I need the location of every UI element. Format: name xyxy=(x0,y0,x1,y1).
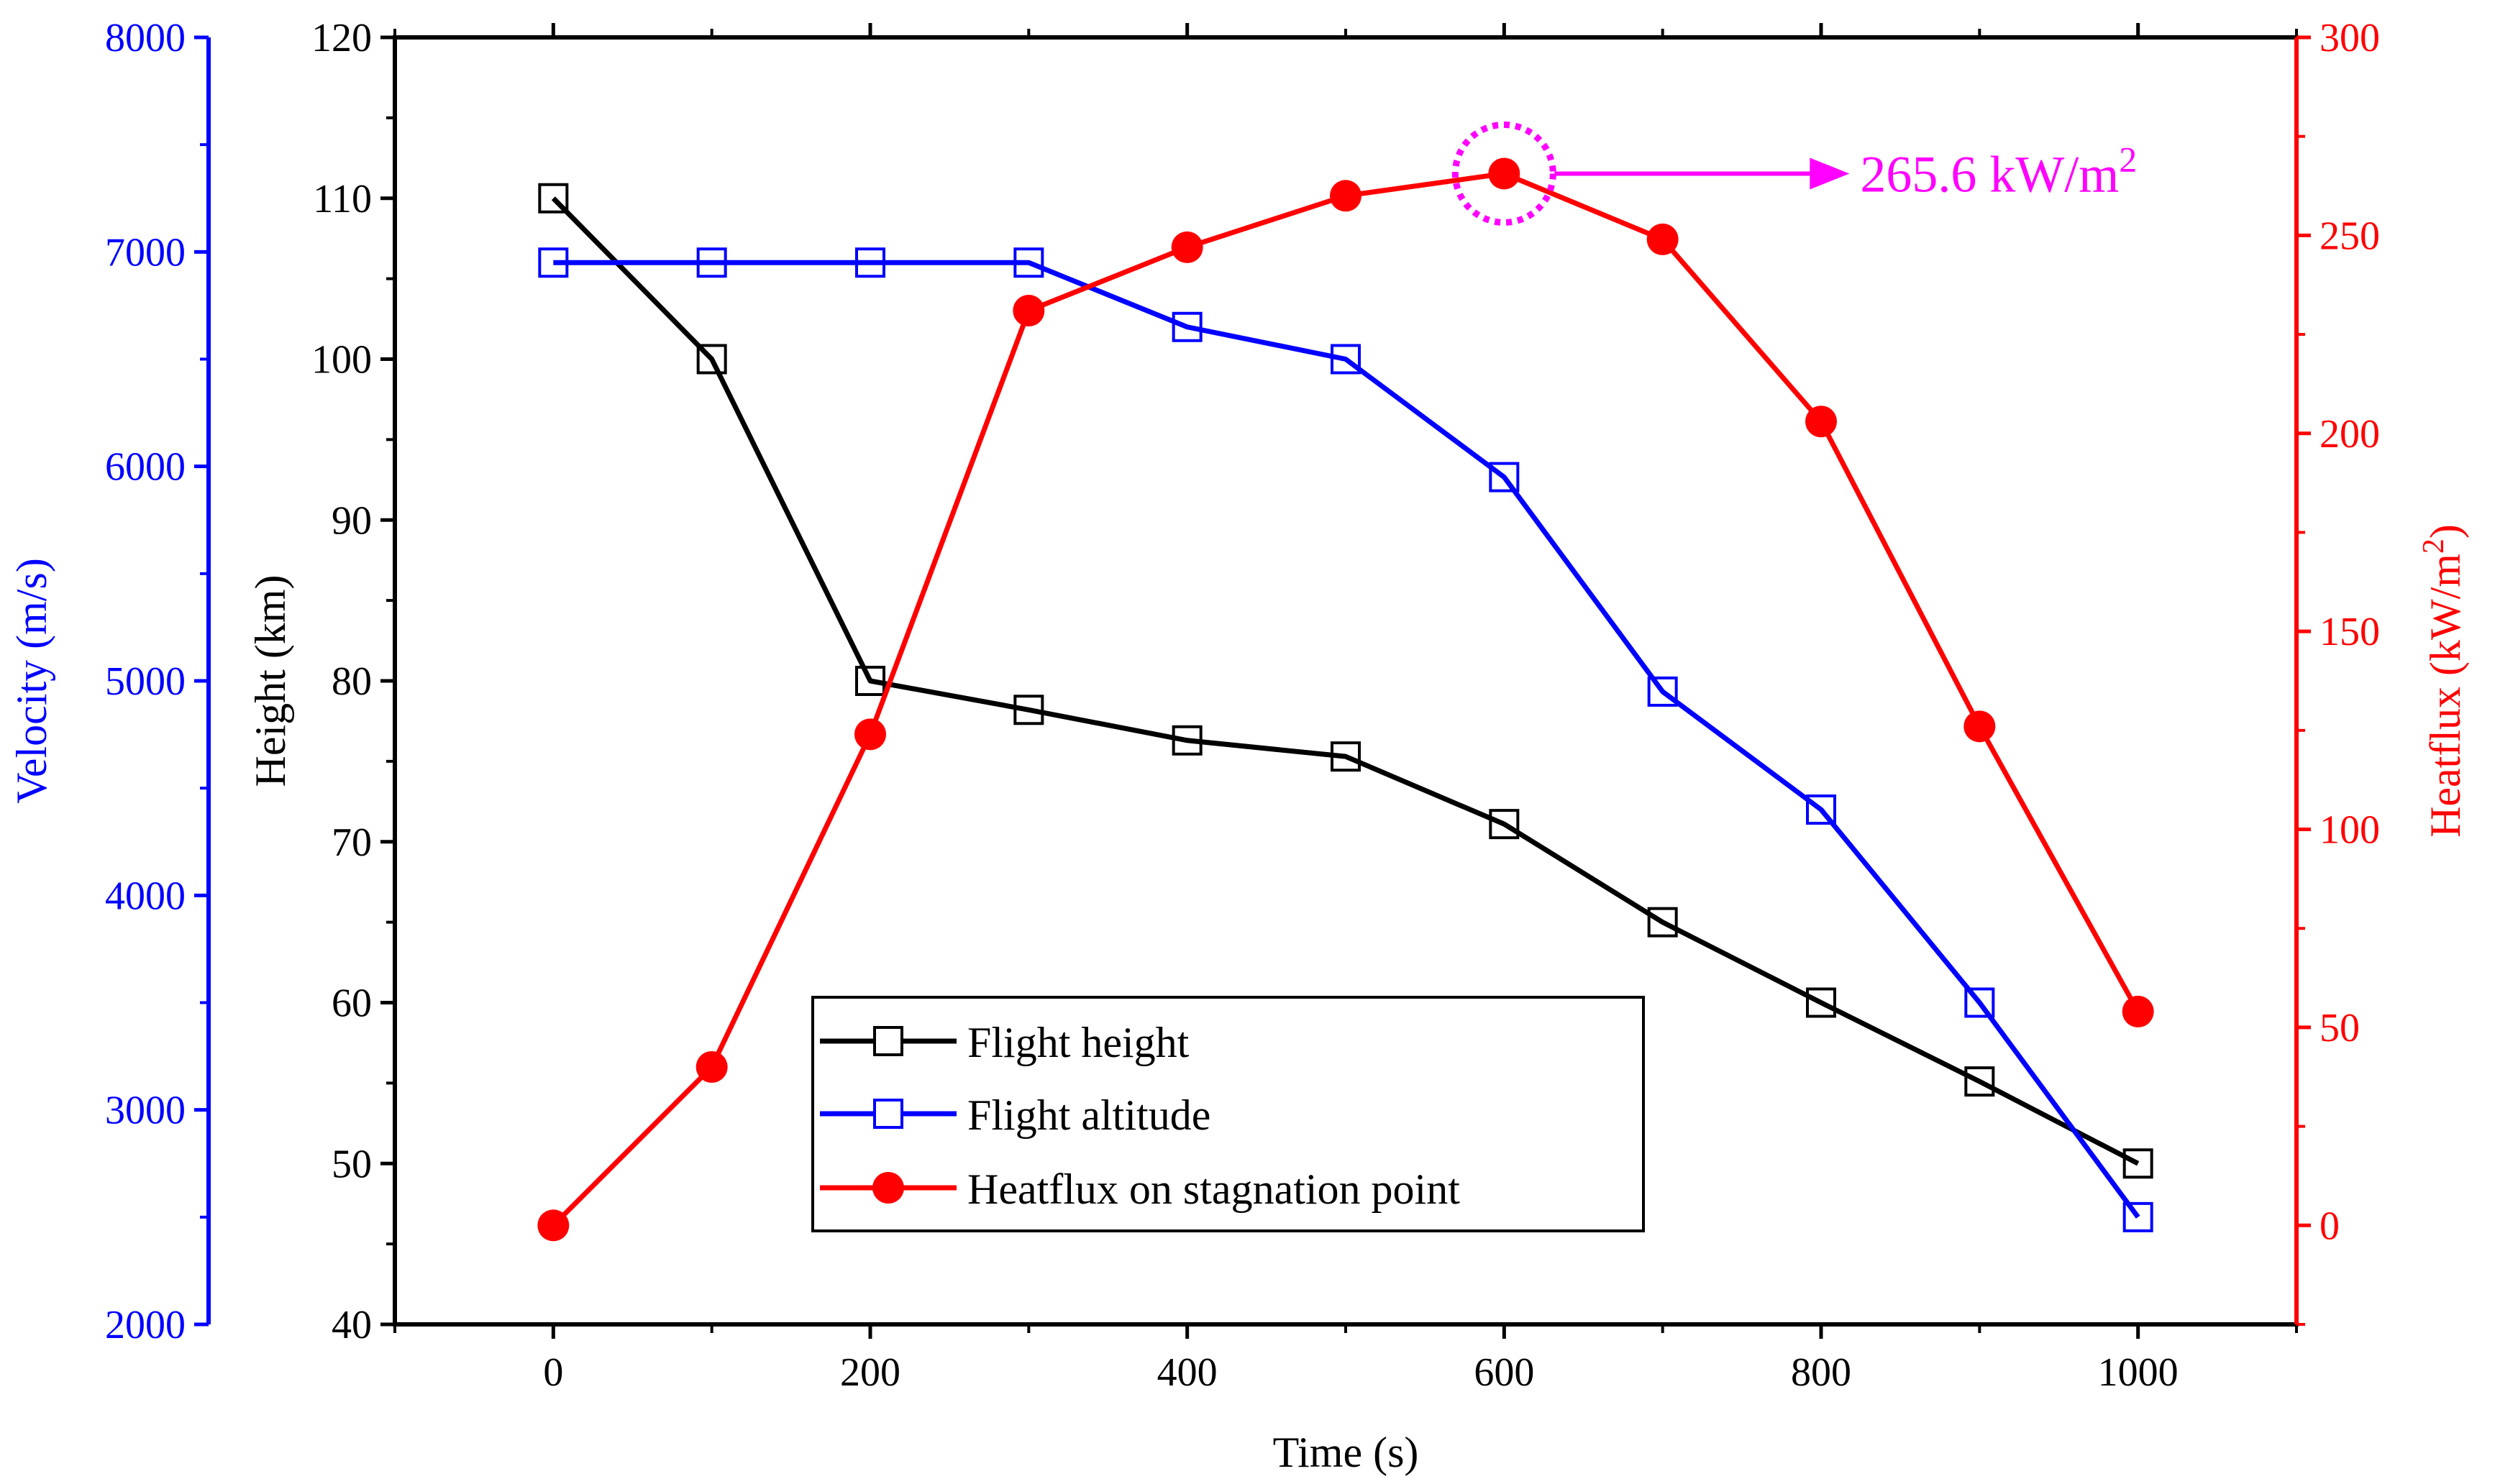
legend-marker-flight-altitude xyxy=(873,1099,903,1129)
heatflux-tick-label: 150 xyxy=(2320,610,2380,654)
series-layer xyxy=(537,157,2154,1242)
height-tick-label: 90 xyxy=(332,498,372,543)
data-point xyxy=(1489,462,1520,493)
legend-marker-flight-height xyxy=(873,1026,903,1056)
series-heatflux-on-stagnation-point xyxy=(537,157,2154,1242)
x-tick-label: 800 xyxy=(1791,1350,1851,1395)
data-point xyxy=(855,247,885,278)
legend-entry-flight-altitude: Flight altitude xyxy=(820,1091,1210,1139)
data-point xyxy=(1647,676,1678,707)
data-point xyxy=(538,183,569,214)
series-flight-height xyxy=(538,183,2153,1179)
peak-annotation: 265.6 kW/m2 xyxy=(1451,121,2137,226)
height-tick-label: 120 xyxy=(311,16,372,60)
data-point xyxy=(855,666,885,696)
data-point xyxy=(1646,223,1679,255)
heatflux-axis-title-end: ) xyxy=(2422,524,2469,539)
data-point xyxy=(695,1051,728,1083)
legend-label-heatflux: Heatflux on stagnation point xyxy=(967,1165,1460,1213)
data-point xyxy=(2122,1201,2153,1232)
velocity-tick-label: 6000 xyxy=(105,445,186,490)
velocity-axis-title: Velocity (m/s) xyxy=(8,558,55,804)
heatflux-tick-label: 300 xyxy=(2320,16,2380,60)
velocity-tick-label: 5000 xyxy=(105,659,186,704)
velocity-tick-label: 7000 xyxy=(105,230,186,275)
legend-marker-heatflux xyxy=(872,1172,904,1204)
data-point xyxy=(1331,741,1361,772)
heatflux-axis-title: Heatflux (kW/m2) xyxy=(2417,524,2469,838)
heatflux-tick-label: 250 xyxy=(2320,214,2380,258)
x-tick-label: 0 xyxy=(543,1350,563,1395)
data-point xyxy=(1489,809,1520,840)
ticks-layer: 0 200 400 600 800 100040506070809010011012020… xyxy=(105,16,2380,1395)
data-point xyxy=(537,1209,570,1242)
velocity-tick-label: 2000 xyxy=(105,1303,186,1347)
data-point xyxy=(1964,1066,1995,1097)
height-tick-label: 80 xyxy=(332,659,372,704)
x-tick-label: 200 xyxy=(840,1350,900,1395)
heatflux-tick-label: 100 xyxy=(2320,808,2380,853)
data-point xyxy=(1331,344,1361,375)
legend-label-flight-altitude: Flight altitude xyxy=(967,1091,1210,1139)
peak-arrow-head xyxy=(1810,157,1850,190)
data-point xyxy=(1647,907,1678,938)
heatflux-axis-title-sup: 2 xyxy=(2417,539,2450,554)
x-tick-label: 1000 xyxy=(2098,1350,2179,1395)
data-point xyxy=(2122,995,2154,1027)
height-tick-label: 100 xyxy=(311,338,372,383)
height-tick-label: 110 xyxy=(313,177,372,221)
height-tick-label: 70 xyxy=(332,820,372,865)
legend: Flight height Flight altitude Heatflux o… xyxy=(811,996,1645,1232)
data-point xyxy=(696,344,727,375)
series-flight-altitude xyxy=(538,247,2153,1232)
velocity-tick-label: 8000 xyxy=(105,16,186,60)
series-line-flight-height xyxy=(551,196,2140,1166)
x-axis-title: Time (s) xyxy=(1273,1429,1419,1476)
legend-entry-flight-height: Flight height xyxy=(820,1019,1190,1066)
height-tick-label: 50 xyxy=(332,1142,372,1186)
data-point xyxy=(1805,406,1837,438)
velocity-tick-label: 4000 xyxy=(105,874,186,918)
data-point xyxy=(1488,157,1520,190)
legend-entry-heatflux: Heatflux on stagnation point xyxy=(820,1165,1460,1213)
data-point xyxy=(1806,987,1836,1018)
peak-annotation-sup: 2 xyxy=(2119,139,2137,179)
heatflux-tick-label: 0 xyxy=(2320,1204,2340,1248)
data-point xyxy=(1013,695,1044,725)
peak-highlight-circle xyxy=(1451,121,1556,226)
heatflux-tick-label: 200 xyxy=(2320,412,2380,457)
data-point xyxy=(1172,311,1203,342)
data-point xyxy=(1806,794,1836,825)
height-tick-label: 60 xyxy=(332,981,372,1026)
data-point xyxy=(1013,295,1045,327)
peak-annotation-text: 265.6 kW/m2 xyxy=(1860,139,2137,203)
data-point xyxy=(1963,710,1996,743)
data-point xyxy=(2122,1148,2153,1179)
peak-annotation-value: 265.6 kW/m xyxy=(1860,145,2119,203)
heatflux-tick-label: 50 xyxy=(2320,1006,2360,1050)
series-line-flight-altitude xyxy=(553,260,2140,1219)
data-point xyxy=(1171,231,1203,263)
data-point xyxy=(1013,247,1044,278)
data-point xyxy=(1964,987,1995,1018)
legend-label-flight-height: Flight height xyxy=(967,1019,1190,1066)
velocity-tick-label: 3000 xyxy=(105,1089,186,1133)
x-tick-label: 400 xyxy=(1157,1350,1218,1395)
height-axis-title: Height (km) xyxy=(247,575,294,787)
data-point xyxy=(1330,180,1361,212)
data-point xyxy=(696,247,727,278)
heatflux-axis-title-main: Heatflux (kW/m xyxy=(2422,554,2469,838)
data-point xyxy=(538,247,569,278)
data-point xyxy=(854,718,886,751)
height-tick-label: 40 xyxy=(332,1303,372,1347)
x-tick-label: 600 xyxy=(1474,1350,1534,1395)
data-point xyxy=(1172,725,1203,756)
